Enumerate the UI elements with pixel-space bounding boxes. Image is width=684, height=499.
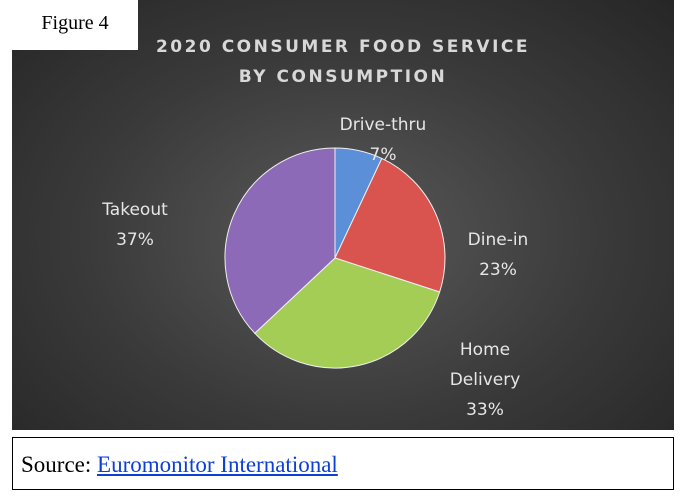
slice-label: Home Delivery 33%: [435, 335, 535, 425]
slice-label: Drive-thru 7%: [333, 110, 433, 170]
pie-slice: [224, 147, 336, 335]
pie-slice: [254, 257, 441, 369]
category-label: Drive-thru: [339, 115, 427, 135]
value-label: 7%: [369, 145, 397, 165]
source-box: Source: Euromonitor International: [12, 437, 674, 490]
figure-label: Figure 4: [12, 0, 138, 50]
pie-slice: [334, 157, 446, 293]
value-label: 37%: [116, 230, 154, 250]
slice-label: Dine-in 23%: [448, 225, 548, 285]
slice-label: Takeout 37%: [85, 195, 185, 255]
category-label: Takeout: [102, 200, 168, 220]
source-link[interactable]: Euromonitor International: [97, 452, 338, 477]
chart-title: 2020 CONSUMER FOOD SERVICE BY CONSUMPTIO…: [155, 37, 531, 87]
value-label: 33%: [466, 400, 504, 420]
category-label: Dine-in: [467, 230, 529, 250]
category-label: Home Delivery: [449, 340, 521, 390]
value-label: 23%: [479, 260, 517, 280]
source-prefix: Source:: [21, 452, 92, 477]
